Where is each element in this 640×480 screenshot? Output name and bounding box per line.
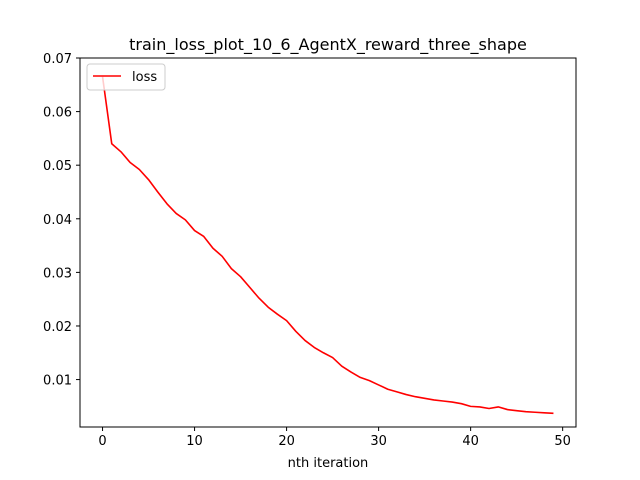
x-tick-label: 30 (370, 434, 387, 449)
x-tick-label: 10 (186, 434, 203, 449)
chart-title: train_loss_plot_10_6_AgentX_reward_three… (129, 35, 527, 55)
legend-label-loss: loss (132, 70, 157, 85)
series-line-loss (101, 76, 554, 415)
x-tick-label: 0 (98, 434, 106, 449)
y-tick-label: 0.01 (43, 374, 72, 389)
x-tick-label: 50 (554, 434, 571, 449)
x-axis-label: nth iteration (288, 456, 369, 471)
x-tick-label: 40 (462, 434, 479, 449)
y-tick-label: 0.07 (43, 52, 72, 67)
y-tick-label: 0.02 (43, 320, 72, 335)
y-tick-label: 0.04 (43, 213, 72, 228)
plot-frame (79, 57, 577, 428)
x-tick-label: 20 (278, 434, 295, 449)
y-tick-label: 0.03 (43, 266, 72, 281)
legend-box (86, 63, 166, 91)
legend: loss (86, 63, 166, 91)
y-tick-label: 0.05 (43, 159, 72, 174)
y-tick-label: 0.06 (43, 106, 72, 121)
